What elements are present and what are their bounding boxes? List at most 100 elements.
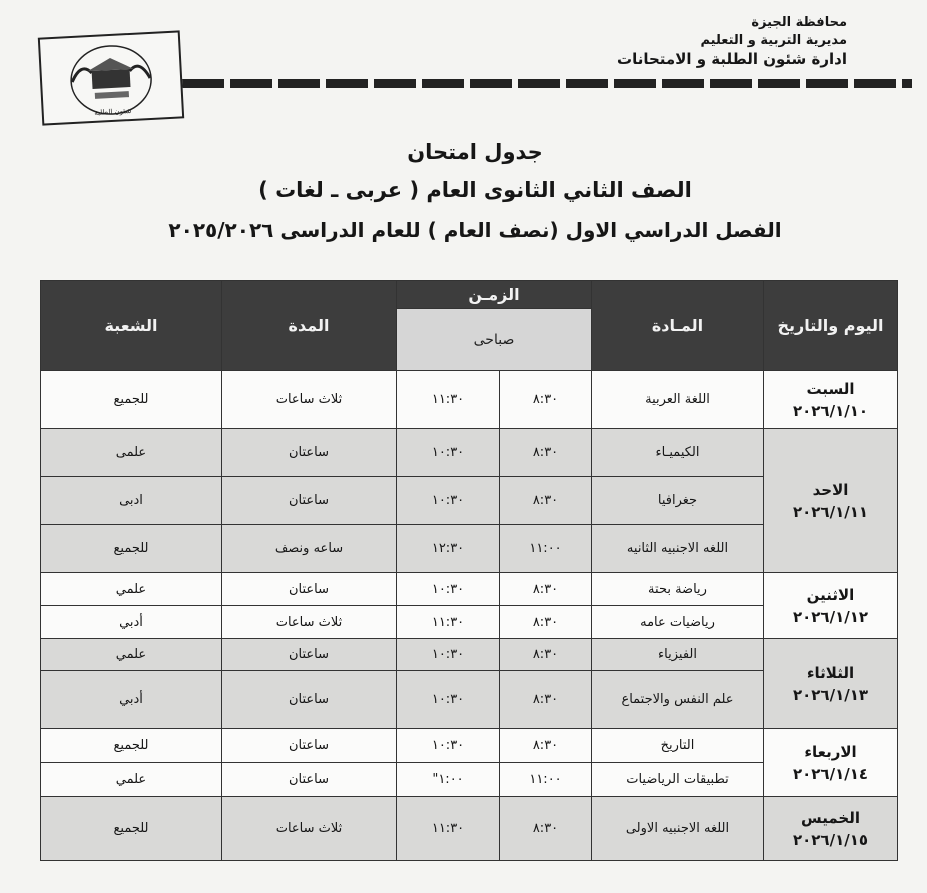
day-name: الثلاثاء	[806, 663, 855, 682]
header-morning: صباحى	[396, 308, 592, 371]
day-cell: الخميس ٢٠٢٦/١/١٥	[763, 796, 898, 861]
start-time: ٨:٣٠	[532, 445, 559, 460]
duration-cell: ساعتان	[221, 728, 397, 763]
table-row: الاثنين ٢٠٢٦/١/١٢ رياضة بحتة ٨:٣٠ ١٠:٣٠ ساعتا…	[40, 572, 898, 639]
start-time-cell: ٨:٣٠	[499, 572, 592, 606]
day-cell: الاحد ٢٠٢٦/١/١١	[763, 428, 898, 573]
end-time-cell: ١١:٣٠	[396, 370, 500, 429]
duration-cell: ساعتان	[221, 428, 397, 477]
duration-cell: ثلاث ساعات	[221, 370, 397, 429]
start-time-cell: ١١:٠٠	[499, 524, 592, 573]
branch-cell: للجميع	[40, 796, 222, 861]
start-time: ٨:٣٠	[532, 493, 559, 508]
start-time-cell: ٨:٣٠	[499, 476, 592, 525]
start-time-cell: ٨:٣٠	[499, 670, 592, 729]
branch-cell: للجميع	[40, 728, 222, 763]
exam-date: ٢٠٢٦/١/١١	[792, 502, 869, 521]
end-time: ١١:٣٠	[431, 614, 465, 630]
duration-cell: ساعتان	[221, 762, 397, 797]
end-time: ١٠:٣٠	[431, 692, 465, 707]
main-title: جدول امتحان	[407, 140, 543, 164]
end-time: ١١:٣٠	[431, 821, 465, 836]
branch-cell: علمى	[40, 428, 222, 477]
start-time: ١١:٠٠	[529, 772, 562, 787]
day-cell: السبت ٢٠٢٦/١/١٠	[763, 370, 898, 429]
subject-cell: الكيميـاء	[591, 428, 764, 477]
exam-date: ٢٠٢٦/١/١٥	[792, 830, 869, 849]
duration-cell: ساعتان	[221, 638, 397, 671]
start-time: ٨:٣٠	[532, 738, 559, 753]
table-row: جغرافيا ٨:٣٠ ١٠:٣٠ ساعتان ادبى	[40, 476, 898, 525]
branch-cell: علمي	[40, 762, 222, 797]
table-row: اللغه الاجنبيه الثانيه ١١:٠٠ ١٢:٣٠ ساعه ونص…	[40, 524, 898, 573]
branch-cell: أدبي	[40, 605, 222, 639]
exam-schedule-table: اليوم والتاريخ المـادة الزمـن المدة الشع…	[40, 280, 898, 861]
subject-cell: رياضيات عامه	[591, 605, 764, 639]
start-time: ٨:٣٠	[532, 821, 559, 836]
header-time: الزمـن	[396, 280, 592, 309]
end-time: ١٠:٣٠	[431, 445, 465, 460]
end-time-cell: ١١:٣٠	[396, 796, 500, 861]
subject-cell: الفيزياء	[591, 638, 764, 671]
branch-cell: أدبي	[40, 670, 222, 729]
duration-cell: ساعتان	[221, 572, 397, 606]
end-time: ١٠:٣٠	[431, 493, 465, 508]
end-time-cell: ١٠:٣٠	[396, 670, 500, 729]
end-time: ١٠:٣٠	[431, 738, 465, 753]
issuer-header: محافظة الجيزة مديرية التربية و التعليم ا…	[617, 14, 847, 68]
day-name: الاربعاء	[804, 742, 857, 761]
subject-cell: علم النفس والاجتماع	[591, 670, 764, 729]
svg-text:شئون الطلبة: شئون الطلبة	[94, 107, 131, 117]
end-time-cell: ١٠:٣٠	[396, 638, 500, 671]
end-time-cell: ١٠:٣٠	[396, 572, 500, 606]
start-time-cell: ٨:٣٠	[499, 728, 592, 763]
subject-cell: اللغه الاجنبيه الثانيه	[591, 524, 764, 573]
start-time-cell: ٨:٣٠	[499, 638, 592, 671]
end-time: ١٠:٣٠	[431, 647, 465, 662]
subject-cell: جغرافيا	[591, 476, 764, 525]
subject-cell: تطبيقات الرياضيات	[591, 762, 764, 797]
start-time-cell: ٨:٣٠	[499, 428, 592, 477]
start-time-cell: ٨:٣٠	[499, 796, 592, 861]
header-divider	[182, 79, 912, 88]
subject-cell: اللغة العربية	[591, 370, 764, 429]
exam-date: ٢٠٢٦/١/١٣	[792, 685, 869, 704]
branch-cell: ادبى	[40, 476, 222, 525]
end-time: ١١:٣٠	[431, 392, 465, 407]
start-time-cell: ٨:٣٠	[499, 605, 592, 639]
end-time-cell: "١:٠٠	[396, 762, 500, 797]
end-time: ١٢:٣٠	[431, 541, 465, 556]
subject-cell: التاريخ	[591, 728, 764, 763]
table-row: علم النفس والاجتماع ٨:٣٠ ١٠:٣٠ ساعتان أدبي	[40, 670, 898, 729]
start-time: ٨:٣٠	[532, 392, 559, 407]
start-time-cell: ١١:٠٠	[499, 762, 592, 797]
table-row: السبت ٢٠٢٦/١/١٠ اللغة العربية ٨:٣٠ ١١:٣٠ ثلاث…	[40, 370, 898, 429]
table-row: الثلاثاء ٢٠٢٦/١/١٣ الفيزياء ٨:٣٠ ١٠:٣٠ ساعتان…	[40, 638, 898, 729]
start-time: ٨:٣٠	[532, 581, 559, 597]
subject-cell: اللغه الاجنبيه الاولى	[591, 796, 764, 861]
day-cell: الاربعاء ٢٠٢٦/١/١٤	[763, 728, 898, 797]
header-subject: المـادة	[591, 280, 764, 371]
header-duration: المدة	[221, 280, 397, 371]
end-time-cell: ١٠:٣٠	[396, 728, 500, 763]
day-name: الاحد	[812, 480, 849, 499]
department-stamp-logo: شئون الطلبة	[37, 30, 185, 126]
exam-date: ٢٠٢٦/١/١٠	[792, 401, 869, 420]
directorate: مديرية التربية و التعليم	[700, 33, 847, 48]
day-name: الاثنين	[806, 585, 855, 604]
start-time: ١١:٠٠	[529, 541, 562, 556]
end-time: "١:٠٠	[432, 772, 464, 787]
header-day: اليوم والتاريخ	[763, 280, 898, 371]
duration-cell: ثلاث ساعات	[221, 605, 397, 639]
duration-cell: ثلاث ساعات	[221, 796, 397, 861]
end-time-cell: ١٢:٣٠	[396, 524, 500, 573]
start-time: ٨:٣٠	[532, 614, 559, 630]
end-time-cell: ١٠:٣٠	[396, 476, 500, 525]
duration-cell: ساعه ونصف	[221, 524, 397, 573]
branch-cell: علمي	[40, 572, 222, 606]
exam-date: ٢٠٢٦/١/١٤	[792, 764, 869, 783]
term-title: الفصل الدراسي الاول (نصف العام ) للعام ا…	[168, 218, 782, 242]
branch-cell: علمي	[40, 638, 222, 671]
duration-cell: ساعتان	[221, 670, 397, 729]
branch-cell: للجميع	[40, 370, 222, 429]
